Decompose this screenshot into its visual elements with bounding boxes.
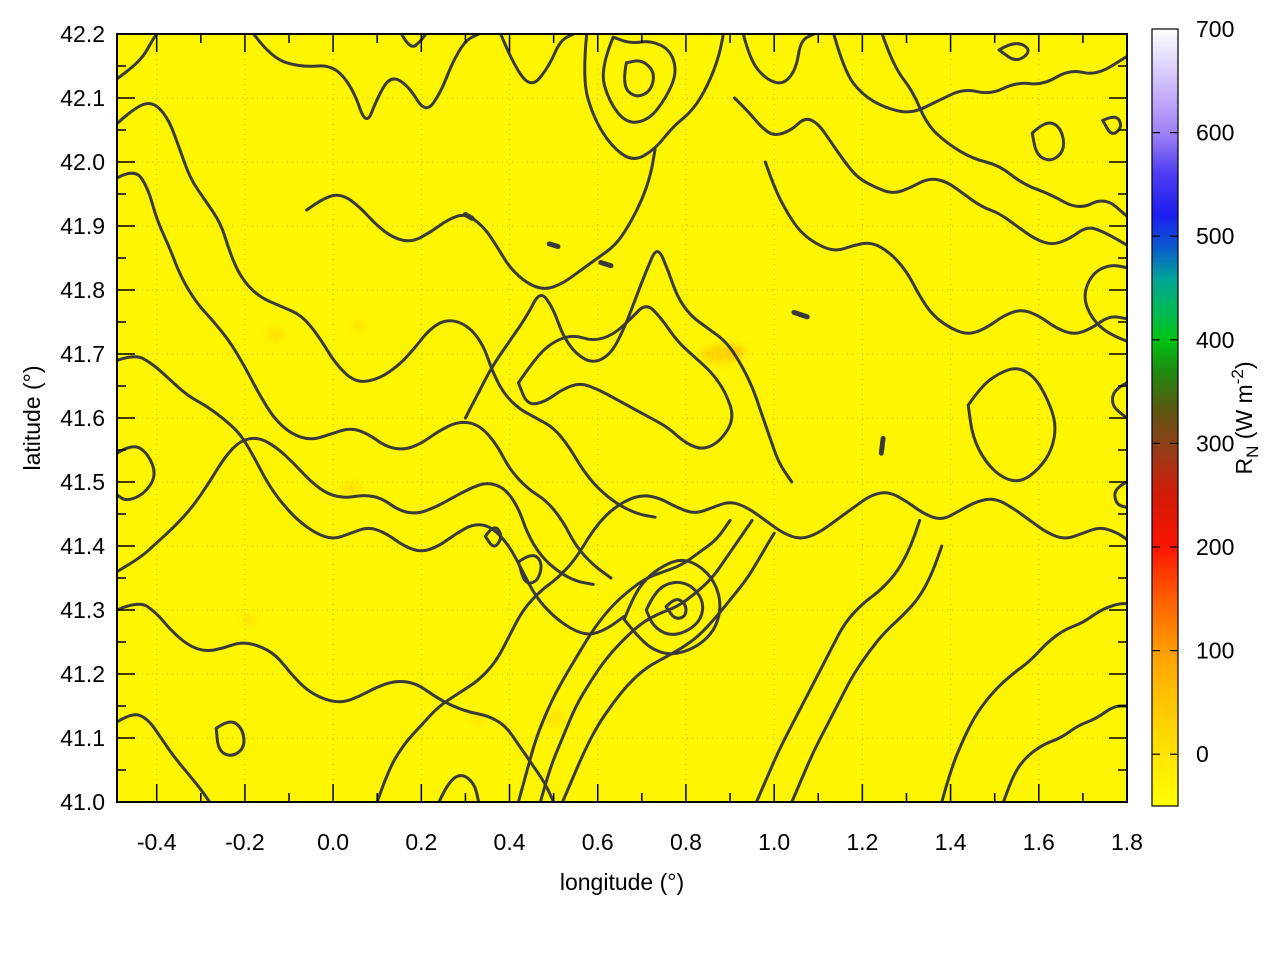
contour-dot	[598, 260, 614, 269]
contour-line	[966, 367, 1057, 483]
contour-line	[741, 34, 816, 85]
contour-dot	[546, 241, 561, 249]
hotspot-blob	[341, 482, 361, 495]
contour-line	[117, 34, 159, 81]
colorbar-tick-label: 500	[1196, 223, 1234, 249]
colorbar-tick-label: 700	[1196, 16, 1234, 42]
y-tick-label: 42.0	[60, 149, 105, 175]
contour-line	[400, 34, 428, 48]
contour-line	[483, 526, 503, 548]
contour-line	[561, 531, 776, 802]
contour-line	[1111, 381, 1127, 420]
colorbar-tick-label: 200	[1196, 534, 1234, 560]
colorbar: 0 100 200 300 400 500 600 700 RN (W m-2)	[1151, 16, 1262, 807]
colorbar-tick-label: 300	[1196, 430, 1234, 456]
colorbar-tick-label: 600	[1196, 120, 1234, 146]
contour-line	[755, 518, 922, 802]
contour-line	[832, 34, 1127, 114]
y-tick-label: 41.0	[60, 789, 105, 815]
x-tick-label: 0.6	[582, 829, 614, 855]
contour-line	[375, 491, 1127, 802]
contour-line	[997, 42, 1030, 62]
contour-line	[1083, 264, 1127, 343]
y-tick-label: 41.3	[60, 597, 105, 623]
y-tick-label: 41.9	[60, 213, 105, 239]
contour-lines	[117, 34, 1127, 802]
x-tick-label: 0.2	[405, 829, 437, 855]
x-tick-label: 1.6	[1023, 829, 1055, 855]
contour-line	[601, 35, 677, 124]
y-tick-label: 41.1	[60, 725, 105, 751]
y-axis-title: latitude (°)	[19, 365, 45, 470]
x-tick-label: 0.0	[317, 829, 349, 855]
contour-line	[622, 558, 722, 656]
x-tick-label: 1.4	[935, 829, 967, 855]
contour-line	[252, 34, 481, 120]
colorbar-border	[1151, 28, 1179, 807]
tick-labels: -0.4 -0.2 0.0 0.2 0.4 0.6 0.8 1.0 1.2 1.4 1.6 1.8 41…	[60, 21, 1143, 855]
colorbar-tick-label: 100	[1196, 638, 1234, 664]
contour-line	[880, 34, 1127, 218]
contour-line	[214, 720, 246, 757]
contour-line	[664, 598, 688, 620]
contour-line	[790, 544, 944, 802]
contour-line	[1113, 480, 1127, 510]
contour-line	[499, 34, 575, 85]
colorbar-tick-label: 400	[1196, 327, 1234, 353]
contour-line	[1030, 121, 1066, 162]
contour-line	[1002, 704, 1127, 802]
x-tick-label: 1.0	[758, 829, 790, 855]
colorbar-tick-label: 0	[1196, 741, 1209, 767]
x-tick-label: 0.4	[494, 829, 526, 855]
contour-line	[117, 171, 613, 580]
contour-line	[516, 305, 734, 450]
x-tick-label: 0.8	[670, 829, 702, 855]
contour-line	[305, 147, 657, 290]
contour-line	[117, 436, 595, 586]
contour-line	[117, 355, 626, 636]
contour-line	[117, 602, 556, 802]
contour-line	[463, 250, 794, 484]
contour-line	[516, 518, 732, 802]
y-tick-label: 41.5	[60, 469, 105, 495]
hotspot-blob	[242, 614, 256, 625]
y-tick-label: 41.7	[60, 341, 105, 367]
contour-dot	[462, 212, 475, 221]
colorbar-title: RN (W m-2)	[1228, 361, 1262, 474]
x-tick-label: 1.8	[1111, 829, 1143, 855]
contour-line	[117, 445, 156, 502]
y-tick-label: 42.2	[60, 21, 105, 47]
y-tick-label: 41.6	[60, 405, 105, 431]
axis-ticks	[117, 33, 1128, 803]
y-tick-label: 41.4	[60, 533, 105, 559]
contour-line	[516, 554, 543, 585]
y-tick-label: 41.8	[60, 277, 105, 303]
contour-line	[117, 713, 212, 802]
y-tick-label: 42.1	[60, 85, 105, 111]
x-tick-label: -0.2	[225, 829, 265, 855]
contour-dot	[878, 436, 886, 456]
contour-line	[644, 580, 705, 636]
contour-line	[623, 59, 655, 98]
hotspot-blob	[352, 320, 367, 331]
x-tick-label: -0.4	[137, 829, 177, 855]
y-tick-label: 41.2	[60, 661, 105, 687]
contour-line	[1101, 115, 1123, 135]
colorbar-gradient-bar	[1152, 29, 1178, 806]
contour-line	[733, 96, 1127, 247]
contour-line	[538, 518, 754, 802]
x-tick-label: 1.2	[846, 829, 878, 855]
contour-line	[437, 774, 481, 802]
contour-line	[940, 602, 1127, 802]
contour-dot	[791, 309, 810, 320]
hotspot-blob	[266, 328, 285, 342]
x-axis-title: longitude (°)	[560, 869, 684, 895]
contour-line	[117, 102, 657, 519]
contour-line	[763, 160, 1127, 335]
